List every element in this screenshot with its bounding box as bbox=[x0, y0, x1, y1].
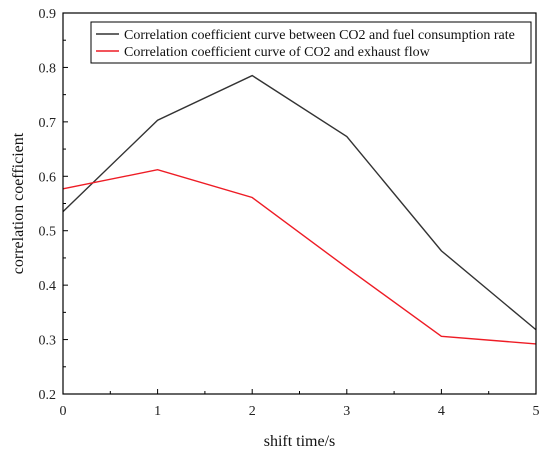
y-tick-label: 0.8 bbox=[39, 61, 57, 76]
x-tick-label: 5 bbox=[533, 404, 540, 419]
series-line-2 bbox=[62, 169, 537, 345]
y-tick-label: 0.6 bbox=[39, 170, 57, 185]
y-axis-title: correlation coefficient bbox=[10, 132, 27, 274]
x-tick-label: 4 bbox=[438, 404, 445, 419]
x-tick-label: 2 bbox=[249, 404, 256, 419]
y-tick-label: 0.5 bbox=[39, 225, 57, 240]
legend-box bbox=[90, 21, 532, 64]
y-tick-label: 0.3 bbox=[39, 334, 57, 349]
series-line-1 bbox=[62, 74, 537, 331]
legend-label: Correlation coefficient curve between CO… bbox=[124, 28, 515, 43]
y-tick-label: 0.4 bbox=[39, 279, 57, 294]
y-tick-label: 0.2 bbox=[39, 388, 57, 403]
x-tick-label: 3 bbox=[343, 404, 350, 419]
x-axis-title: shift time/s bbox=[264, 433, 336, 450]
legend-label: Correlation coefficient curve of CO2 and… bbox=[124, 45, 431, 60]
legend: Correlation coefficient curve between CO… bbox=[90, 21, 532, 64]
x-tick-label: 0 bbox=[60, 404, 67, 419]
y-tick-label: 0.7 bbox=[39, 116, 57, 131]
x-tick-label: 1 bbox=[154, 404, 161, 419]
series-lines bbox=[62, 74, 537, 345]
y-tick-label: 0.9 bbox=[39, 7, 57, 22]
plot-frame bbox=[62, 12, 537, 395]
y-axis-ticks: 0.2 0.3 0.4 0.5 0.6 0.7 0.8 0.9 bbox=[39, 7, 68, 403]
